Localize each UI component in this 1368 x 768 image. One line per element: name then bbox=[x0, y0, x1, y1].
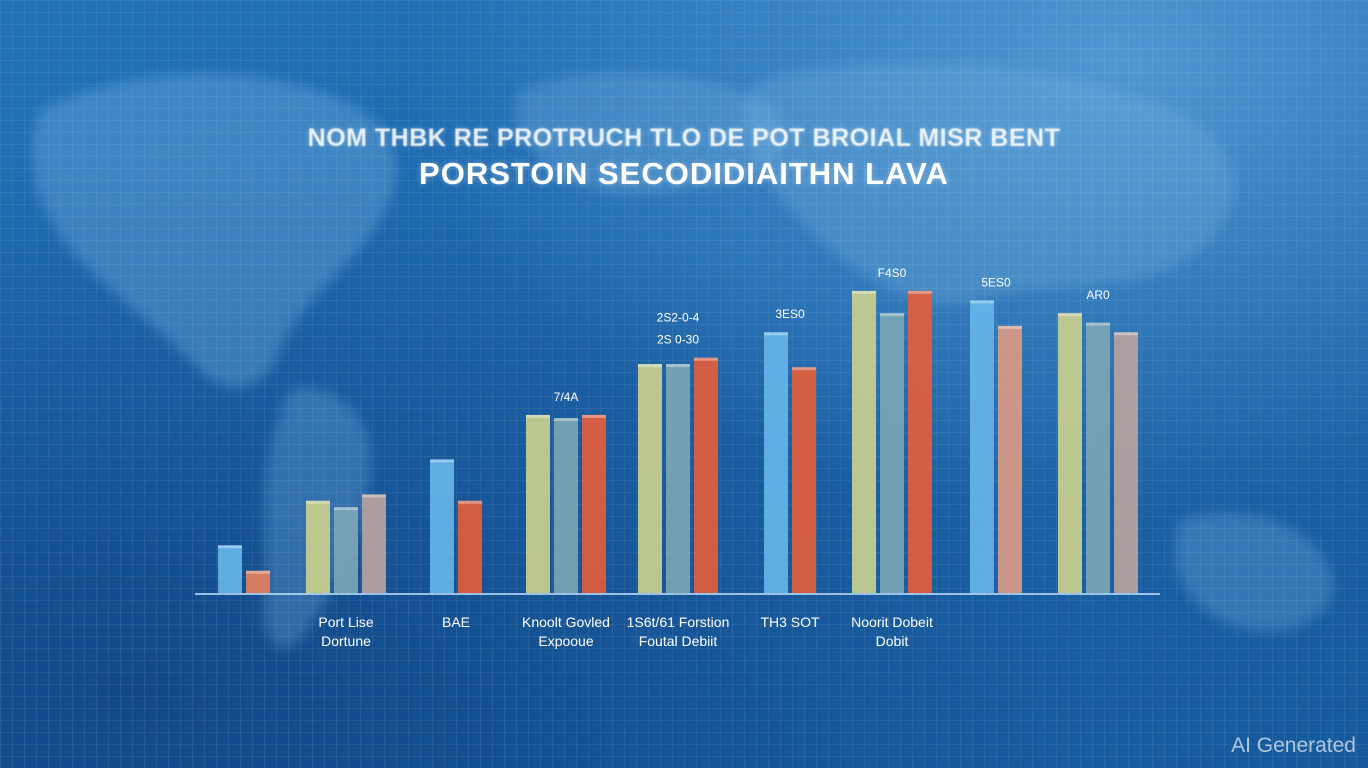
bar-highlight bbox=[334, 507, 358, 511]
bar-highlight bbox=[582, 414, 606, 418]
bar bbox=[638, 364, 662, 593]
bar bbox=[908, 290, 932, 593]
category-label: Port Lise Dortune bbox=[318, 614, 373, 649]
bar-highlight bbox=[246, 570, 270, 574]
bar bbox=[694, 357, 718, 593]
category-label: TH3 SOT bbox=[760, 614, 820, 630]
bar bbox=[1086, 322, 1110, 593]
bar-highlight bbox=[852, 290, 876, 294]
category-label: Noorit Dobeit Dobit bbox=[851, 614, 933, 649]
data-label: 3ES0 bbox=[775, 307, 805, 321]
ai-generated-watermark: AI Generated bbox=[1231, 734, 1356, 757]
bar-highlight bbox=[430, 459, 454, 463]
bar bbox=[526, 414, 550, 593]
data-label: AR0 bbox=[1086, 288, 1110, 302]
data-label: 7/4A bbox=[554, 390, 579, 404]
bar-highlight bbox=[1086, 322, 1110, 326]
bar-highlight bbox=[362, 494, 386, 498]
bar-highlight bbox=[458, 500, 482, 504]
data-label: F4S0 bbox=[878, 266, 907, 280]
bar bbox=[792, 367, 816, 593]
bar bbox=[1114, 332, 1138, 593]
bar bbox=[362, 494, 386, 593]
category-label: BAE bbox=[442, 614, 470, 630]
bar bbox=[970, 300, 994, 593]
data-label: 2S 0-30 bbox=[657, 333, 699, 347]
bar bbox=[880, 313, 904, 593]
bar bbox=[218, 545, 242, 593]
bar-highlight bbox=[970, 300, 994, 304]
bar bbox=[306, 500, 330, 593]
category-label: Knoolt Govled Expooue bbox=[522, 614, 610, 649]
data-label: 2S2-0-4 bbox=[657, 311, 700, 325]
bar-highlight bbox=[526, 414, 550, 418]
data-label: 5ES0 bbox=[981, 275, 1011, 289]
bar-highlight bbox=[218, 545, 242, 549]
bar-highlight bbox=[908, 290, 932, 294]
category-label: 1S6t/61 Forstion Foutal Debiit bbox=[627, 614, 730, 649]
bar bbox=[554, 418, 578, 593]
bar-highlight bbox=[666, 364, 690, 368]
bar bbox=[334, 507, 358, 593]
bar-highlight bbox=[306, 500, 330, 504]
bar-highlight bbox=[1114, 332, 1138, 336]
chart-supertitle: NOM THBK RE PROTRUCH TLO DE POT BROIAL M… bbox=[307, 124, 1061, 152]
bar bbox=[430, 459, 454, 593]
bar bbox=[458, 500, 482, 593]
bar-highlight bbox=[880, 313, 904, 317]
bar bbox=[998, 325, 1022, 593]
bar bbox=[1058, 313, 1082, 593]
bar-highlight bbox=[694, 357, 718, 361]
bar bbox=[764, 332, 788, 593]
bar-highlight bbox=[554, 418, 578, 422]
bar bbox=[246, 570, 270, 593]
bar-highlight bbox=[764, 332, 788, 336]
bar-highlight bbox=[638, 364, 662, 368]
bar bbox=[666, 364, 690, 593]
chart-title: PORSTOIN SECODIDIAITHN LAVA bbox=[419, 156, 949, 191]
bar bbox=[852, 290, 876, 593]
bar-highlight bbox=[792, 367, 816, 371]
bar-highlight bbox=[998, 325, 1022, 329]
bar-highlight bbox=[1058, 313, 1082, 317]
bar bbox=[582, 414, 606, 593]
